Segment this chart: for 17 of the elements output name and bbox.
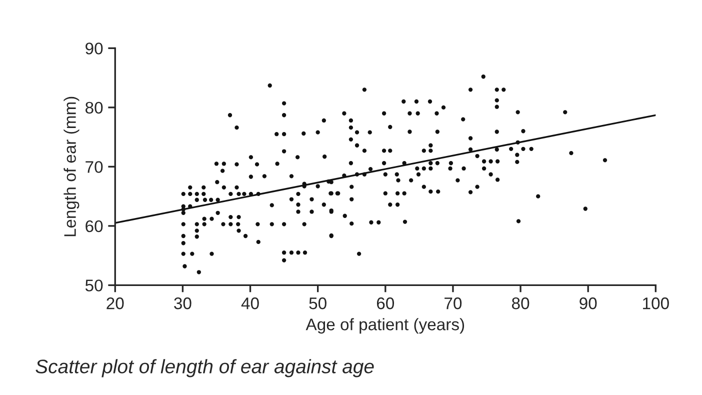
- text: Scatter plot of length of ear against age: [36, 359, 374, 378]
- x-tick-label: 40: [241, 297, 259, 310]
- y-tick-label: 50: [85, 280, 103, 292]
- y-tick-label: 70: [86, 161, 103, 173]
- x-tick-label: 30: [174, 297, 192, 310]
- x-tick-label: 70: [444, 297, 462, 310]
- x-tick-label: 80: [512, 297, 530, 310]
- x-tick-label: 60: [376, 297, 394, 310]
- y-tick-label: 90: [86, 42, 103, 54]
- x-tick-label: 50: [309, 297, 326, 310]
- x-tick-label: 20: [106, 297, 124, 310]
- x-axis-title: Age of patient (years): [306, 318, 464, 334]
- x-tick-label: 100: [643, 297, 669, 310]
- x-tick-label: 90: [580, 297, 597, 310]
- y-tick-label: 80: [86, 102, 103, 114]
- y-axis-title: Length of ear (mm): [64, 96, 80, 236]
- y-tick-label: 60: [86, 220, 103, 232]
